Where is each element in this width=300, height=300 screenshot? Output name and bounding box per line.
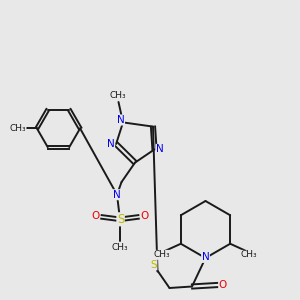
Text: CH₃: CH₃	[9, 124, 26, 133]
Text: CH₃: CH₃	[241, 250, 257, 259]
Text: N: N	[202, 252, 209, 262]
Text: N: N	[113, 190, 121, 200]
Text: S: S	[117, 213, 124, 226]
Text: CH₃: CH₃	[154, 250, 170, 259]
Text: N: N	[156, 144, 164, 154]
Text: O: O	[140, 211, 149, 221]
Text: O: O	[219, 280, 227, 290]
Text: O: O	[91, 211, 100, 221]
Text: N: N	[117, 115, 124, 125]
Text: N: N	[107, 139, 115, 149]
Text: CH₃: CH₃	[110, 91, 126, 100]
Text: S: S	[150, 260, 157, 270]
Text: CH₃: CH₃	[112, 243, 128, 252]
